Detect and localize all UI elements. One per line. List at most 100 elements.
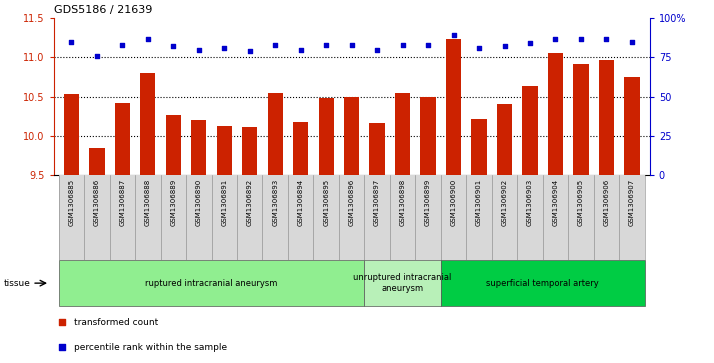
Bar	[344, 97, 359, 175]
Text: GDS5186 / 21639: GDS5186 / 21639	[54, 5, 152, 16]
Text: superficial temporal artery: superficial temporal artery	[486, 279, 599, 287]
Bar	[441, 175, 466, 260]
Bar	[497, 103, 512, 175]
Bar	[517, 175, 543, 260]
Text: GSM1306903: GSM1306903	[527, 179, 533, 227]
Bar	[568, 175, 593, 260]
Point	[66, 39, 77, 45]
Bar	[242, 127, 257, 175]
Bar	[624, 77, 640, 175]
Text: GSM1306897: GSM1306897	[374, 179, 380, 227]
Bar	[140, 73, 156, 175]
Bar	[216, 126, 232, 175]
Point	[168, 44, 179, 49]
Point	[142, 36, 154, 41]
Text: GSM1306885: GSM1306885	[69, 179, 74, 226]
Point	[575, 36, 587, 41]
Bar	[263, 175, 288, 260]
Text: GSM1306907: GSM1306907	[629, 179, 635, 227]
Text: ruptured intracranial aneurysm: ruptured intracranial aneurysm	[146, 279, 278, 287]
Point	[397, 42, 408, 48]
Text: GSM1306898: GSM1306898	[400, 179, 406, 227]
Bar	[548, 53, 563, 175]
Bar	[390, 175, 416, 260]
FancyBboxPatch shape	[59, 261, 364, 306]
Bar	[135, 175, 161, 260]
Text: unruptured intracranial
aneurysm: unruptured intracranial aneurysm	[353, 273, 452, 293]
Bar	[59, 175, 84, 260]
Point	[423, 42, 434, 48]
Point	[346, 42, 358, 48]
Point	[321, 42, 332, 48]
Point	[269, 42, 281, 48]
Text: GSM1306887: GSM1306887	[119, 179, 126, 227]
Text: GSM1306888: GSM1306888	[145, 179, 151, 227]
Bar	[268, 93, 283, 175]
Bar	[186, 175, 211, 260]
Point	[371, 46, 383, 52]
Bar	[466, 175, 492, 260]
Bar	[64, 94, 79, 175]
Bar	[395, 93, 411, 175]
Bar	[161, 175, 186, 260]
Text: GSM1306895: GSM1306895	[323, 179, 329, 226]
Bar	[293, 122, 308, 175]
Text: GSM1306900: GSM1306900	[451, 179, 456, 227]
Point	[499, 44, 511, 49]
Bar	[110, 175, 135, 260]
Point	[448, 33, 459, 38]
Bar	[115, 103, 130, 175]
Text: GSM1306901: GSM1306901	[476, 179, 482, 227]
Text: GSM1306890: GSM1306890	[196, 179, 202, 227]
FancyBboxPatch shape	[364, 261, 441, 306]
Bar	[369, 123, 385, 175]
Point	[244, 48, 256, 54]
Text: GSM1306905: GSM1306905	[578, 179, 584, 226]
Point	[57, 319, 69, 325]
Text: transformed count: transformed count	[74, 318, 159, 327]
Text: GSM1306894: GSM1306894	[298, 179, 303, 226]
Point	[550, 36, 561, 41]
Text: percentile rank within the sample: percentile rank within the sample	[74, 343, 228, 352]
Bar	[523, 86, 538, 175]
Bar	[421, 97, 436, 175]
Bar	[593, 175, 619, 260]
Bar	[84, 175, 110, 260]
Bar	[492, 175, 517, 260]
FancyBboxPatch shape	[441, 261, 645, 306]
Bar	[288, 175, 313, 260]
Text: tissue: tissue	[4, 279, 31, 287]
Bar	[313, 175, 339, 260]
Bar	[237, 175, 263, 260]
Point	[600, 36, 612, 41]
Bar	[89, 147, 104, 175]
Text: GSM1306906: GSM1306906	[603, 179, 610, 227]
Point	[295, 46, 306, 52]
Bar	[471, 118, 487, 175]
Bar	[339, 175, 364, 260]
Point	[524, 40, 536, 46]
Bar	[619, 175, 645, 260]
Point	[473, 45, 485, 51]
Text: GSM1306899: GSM1306899	[425, 179, 431, 227]
Point	[57, 344, 69, 350]
Text: GSM1306896: GSM1306896	[348, 179, 355, 227]
Bar	[416, 175, 441, 260]
Point	[218, 45, 230, 51]
Bar	[318, 98, 334, 175]
Point	[91, 53, 103, 59]
Bar	[543, 175, 568, 260]
Text: GSM1306889: GSM1306889	[171, 179, 176, 227]
Text: GSM1306892: GSM1306892	[247, 179, 253, 226]
Bar	[211, 175, 237, 260]
Point	[193, 46, 204, 52]
Text: GSM1306902: GSM1306902	[501, 179, 508, 226]
Bar	[573, 64, 588, 175]
Bar	[364, 175, 390, 260]
Point	[116, 42, 128, 48]
Text: GSM1306904: GSM1306904	[553, 179, 558, 226]
Bar	[191, 120, 206, 175]
Text: GSM1306886: GSM1306886	[94, 179, 100, 227]
Text: GSM1306891: GSM1306891	[221, 179, 227, 227]
Point	[626, 39, 638, 45]
